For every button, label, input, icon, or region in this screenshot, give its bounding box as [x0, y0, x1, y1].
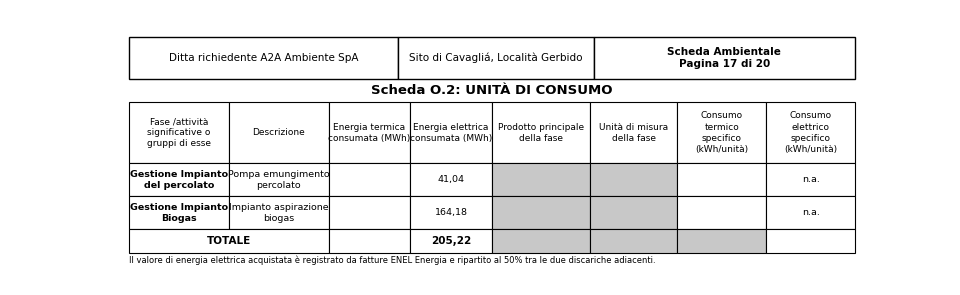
Bar [677, 229, 766, 253]
Bar [492, 163, 590, 196]
Text: Ditta richiedente A2A Ambiente SpA: Ditta richiedente A2A Ambiente SpA [169, 53, 358, 63]
Bar [590, 102, 677, 163]
Bar [228, 102, 328, 163]
Bar [328, 229, 410, 253]
Bar [397, 37, 593, 79]
Bar [410, 229, 492, 253]
Text: n.a.: n.a. [802, 175, 820, 184]
Text: Scheda Ambientale
Pagina 17 di 20: Scheda Ambientale Pagina 17 di 20 [667, 47, 781, 69]
Bar [590, 163, 677, 196]
Bar [410, 196, 492, 229]
Text: Il valore di energia elettrica acquistata è registrato da fatture ENEL Energia e: Il valore di energia elettrica acquistat… [129, 255, 656, 265]
Text: Sito di Cavagliá, Località Gerbido: Sito di Cavagliá, Località Gerbido [409, 53, 583, 63]
Bar [328, 102, 410, 163]
Bar [593, 37, 855, 79]
Bar [590, 196, 677, 229]
Bar [492, 102, 590, 163]
Text: 164,18: 164,18 [435, 208, 468, 217]
Text: Pompa emungimento
percolato: Pompa emungimento percolato [228, 170, 329, 190]
Text: Gestione Impianto
Biogas: Gestione Impianto Biogas [130, 203, 228, 223]
Text: TOTALE: TOTALE [206, 236, 251, 246]
Bar [492, 229, 590, 253]
Bar [590, 229, 677, 253]
Text: Consumo
elettrico
specifico
(kWh/unità): Consumo elettrico specifico (kWh/unità) [784, 112, 837, 154]
Text: Scheda O.2: UNITÀ DI CONSUMO: Scheda O.2: UNITÀ DI CONSUMO [372, 84, 612, 97]
Text: Unità di misura
della fase: Unità di misura della fase [599, 122, 668, 143]
Text: Energia elettrica
consumata (MWh): Energia elettrica consumata (MWh) [410, 122, 492, 143]
Text: Consumo
termico
specifico
(kWh/unità): Consumo termico specifico (kWh/unità) [695, 112, 748, 154]
Bar [766, 102, 855, 163]
Bar [129, 196, 228, 229]
Bar [328, 196, 410, 229]
Bar [228, 163, 328, 196]
Bar [129, 102, 228, 163]
Bar [766, 229, 855, 253]
Bar [129, 37, 397, 79]
Bar [228, 196, 328, 229]
Text: 205,22: 205,22 [431, 236, 471, 246]
Bar [492, 196, 590, 229]
Bar [766, 163, 855, 196]
Bar [766, 196, 855, 229]
Text: Descrizione: Descrizione [252, 128, 305, 137]
Bar [410, 102, 492, 163]
Bar [129, 229, 328, 253]
Text: Fase /attività
significative o
gruppi di esse: Fase /attività significative o gruppi di… [147, 117, 211, 148]
Bar [677, 196, 766, 229]
Text: n.a.: n.a. [802, 208, 820, 217]
Text: Prodotto principale
della fase: Prodotto principale della fase [498, 122, 584, 143]
Bar [129, 163, 228, 196]
Text: Gestione Impianto
del percolato: Gestione Impianto del percolato [130, 170, 228, 190]
Bar [410, 163, 492, 196]
Text: Energia termica
consumata (MWh): Energia termica consumata (MWh) [328, 122, 411, 143]
Bar [328, 163, 410, 196]
Bar [677, 102, 766, 163]
Text: Impianto aspirazione
biogas: Impianto aspirazione biogas [228, 203, 328, 223]
Bar [677, 163, 766, 196]
Text: 41,04: 41,04 [438, 175, 465, 184]
